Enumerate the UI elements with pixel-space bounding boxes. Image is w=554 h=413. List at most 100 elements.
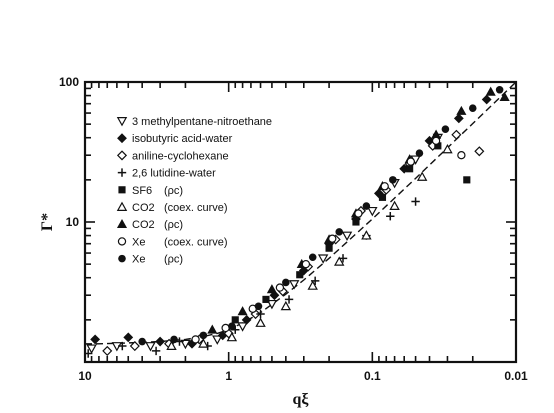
data-point [256,309,265,319]
legend-marker [117,168,127,177]
legend-qualifier: (ρc) [164,185,183,197]
data-point [431,136,441,146]
data-point [296,271,304,279]
legend-marker [116,150,128,161]
data-point [362,202,371,210]
data-point [456,105,467,115]
legend-label: CO2 [132,202,155,214]
data-point [221,323,230,333]
data-point [411,197,420,206]
data-point [266,299,278,310]
data-point [129,340,140,352]
data-point [307,280,318,290]
data-point [282,278,290,287]
data-point [166,340,177,351]
data-point [228,322,236,331]
data-point [367,206,378,217]
legend-marker [118,254,126,263]
data-point [495,85,504,94]
data-point [102,345,113,356]
legend-label: CO2 [132,219,155,231]
legend-qualifier: (ρc) [164,254,183,266]
data-point [191,335,200,344]
data-point [354,209,363,218]
data-point [255,317,266,327]
legend: 3 methylpentane-nitroethane isobutyric ac… [116,116,272,266]
data-point [254,302,263,311]
data-point [378,193,387,201]
data-point [325,244,333,252]
data-point [389,176,397,184]
data-point [453,113,464,124]
data-point [406,165,414,173]
data-point [155,336,166,347]
data-point [275,283,285,292]
data-point [328,234,337,243]
data-point [198,338,209,348]
legend-label: Xe [132,236,145,248]
fit-layer [85,81,517,345]
data-point [335,228,344,236]
data-point [341,231,353,242]
legend-marker [117,237,127,246]
data-points [84,85,510,358]
data-point [415,149,424,157]
data-point [170,335,178,344]
data-point [317,254,329,264]
data-point [241,314,252,325]
legend-label: 3 methylpentane-nitroethane [132,116,272,128]
x-tick-label: 1 [225,369,232,383]
tick-labels: 10 1 0.1 0.01 10 100 [59,75,528,383]
data-point [199,331,208,340]
legend-marker [118,186,126,194]
legend-marker [116,218,128,229]
data-point [207,324,218,334]
data-point [138,337,146,346]
data-point [416,171,428,181]
data-point [288,280,300,290]
data-point [145,342,156,352]
data-point [434,142,442,150]
data-point [301,259,311,269]
plot-frame [83,80,518,364]
data-point [118,341,127,351]
y-axis-title: Γ* [39,213,56,231]
data-point [237,306,248,316]
data-point [380,182,389,191]
data-point [457,151,466,160]
data-point [310,276,320,286]
x-tick-label: 0.1 [364,369,381,383]
data-point [361,230,372,240]
legend-label: 2,6 lutidine-water [132,168,216,180]
data-point [123,332,134,343]
legend-marker [116,201,128,211]
legend-marker [117,133,127,144]
x-tick-label: 10 [78,369,92,383]
data-point [151,346,161,356]
data-point [86,344,97,354]
x-tick-label: 0.01 [504,369,528,383]
x-axis-title: qξ [292,391,309,408]
data-point [451,129,462,140]
data-point [389,200,400,211]
data-point [441,125,450,133]
y-tick-label: 100 [59,75,79,89]
data-point [481,94,492,105]
data-point [266,284,277,294]
data-point [231,316,239,324]
data-point [334,256,345,266]
y-tick-label: 10 [66,215,80,229]
data-point [406,157,415,166]
data-point [442,143,453,154]
legend-label: aniline-cyclohexane [132,150,229,162]
data-point [262,295,270,303]
data-point [386,212,395,221]
legend-qualifier: (ρc) [164,219,183,231]
legend-marker [116,117,128,127]
data-point [463,176,471,184]
data-point [485,86,496,96]
data-point [280,300,292,311]
data-point [499,91,510,101]
legend-label: SF6 [132,185,152,197]
